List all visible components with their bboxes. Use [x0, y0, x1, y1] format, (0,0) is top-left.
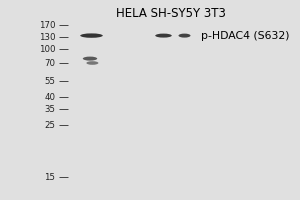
Ellipse shape — [86, 61, 98, 65]
Text: 100: 100 — [39, 45, 56, 53]
Text: HELA SH-SY5Y 3T3: HELA SH-SY5Y 3T3 — [116, 7, 226, 20]
Text: 170: 170 — [39, 21, 56, 29]
Ellipse shape — [80, 33, 103, 38]
Text: 25: 25 — [44, 120, 56, 130]
Ellipse shape — [155, 34, 172, 38]
Text: 130: 130 — [39, 32, 56, 42]
Text: 40: 40 — [44, 92, 56, 102]
Text: 35: 35 — [44, 104, 56, 114]
Ellipse shape — [83, 57, 97, 61]
Text: 70: 70 — [44, 58, 56, 68]
Text: 55: 55 — [44, 76, 56, 86]
Text: p-HDAC4 (S632): p-HDAC4 (S632) — [201, 31, 290, 41]
Text: 15: 15 — [44, 172, 56, 182]
Ellipse shape — [178, 34, 190, 38]
